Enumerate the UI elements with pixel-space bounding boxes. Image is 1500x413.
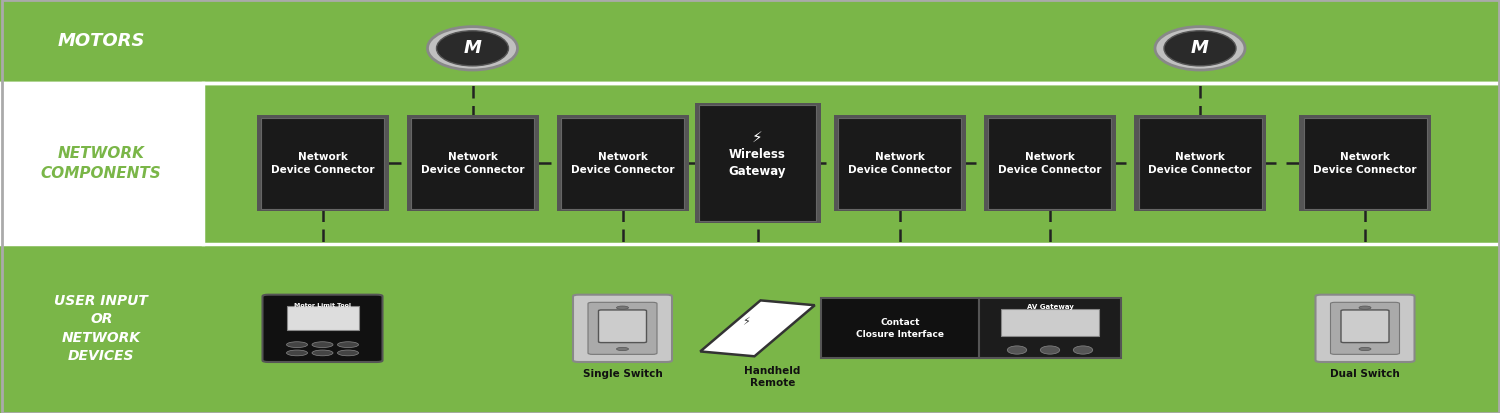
Circle shape	[1359, 347, 1371, 351]
Ellipse shape	[1074, 346, 1092, 354]
Text: Network
Device Connector: Network Device Connector	[849, 152, 951, 175]
Text: M: M	[1191, 39, 1209, 57]
FancyBboxPatch shape	[0, 83, 202, 244]
FancyBboxPatch shape	[984, 115, 1116, 211]
FancyBboxPatch shape	[202, 83, 1500, 244]
Circle shape	[286, 350, 308, 356]
Text: Single Switch: Single Switch	[582, 368, 663, 379]
FancyBboxPatch shape	[839, 118, 962, 209]
FancyBboxPatch shape	[1304, 118, 1426, 209]
Ellipse shape	[1041, 346, 1059, 354]
FancyBboxPatch shape	[1299, 115, 1431, 211]
Ellipse shape	[1155, 26, 1245, 70]
FancyBboxPatch shape	[411, 118, 534, 209]
Ellipse shape	[1007, 346, 1026, 354]
Circle shape	[338, 342, 358, 348]
Polygon shape	[700, 300, 814, 356]
FancyBboxPatch shape	[286, 306, 358, 330]
FancyBboxPatch shape	[822, 298, 978, 358]
FancyBboxPatch shape	[699, 105, 816, 221]
Circle shape	[338, 350, 358, 356]
FancyBboxPatch shape	[834, 115, 966, 211]
Circle shape	[616, 306, 628, 309]
FancyBboxPatch shape	[1134, 115, 1266, 211]
Circle shape	[616, 347, 628, 351]
Ellipse shape	[436, 31, 508, 66]
Text: Dual Switch: Dual Switch	[1330, 368, 1400, 379]
FancyBboxPatch shape	[988, 118, 1112, 209]
Text: Network
Device Connector: Network Device Connector	[1149, 152, 1251, 175]
Circle shape	[312, 350, 333, 356]
FancyBboxPatch shape	[598, 310, 646, 343]
Text: USER INPUT
OR
NETWORK
DEVICES: USER INPUT OR NETWORK DEVICES	[54, 294, 148, 363]
FancyBboxPatch shape	[1002, 309, 1098, 336]
FancyBboxPatch shape	[556, 115, 688, 211]
FancyBboxPatch shape	[1316, 295, 1414, 362]
Text: Network
Device Connector: Network Device Connector	[1314, 152, 1416, 175]
FancyBboxPatch shape	[1341, 310, 1389, 343]
Text: ⚡: ⚡	[752, 130, 764, 145]
FancyBboxPatch shape	[262, 295, 382, 362]
FancyBboxPatch shape	[256, 115, 388, 211]
Text: Network
Device Connector: Network Device Connector	[420, 152, 525, 175]
Ellipse shape	[427, 26, 518, 70]
Text: NETWORK
COMPONENTS: NETWORK COMPONENTS	[40, 146, 162, 180]
Text: M: M	[464, 39, 482, 57]
FancyBboxPatch shape	[588, 302, 657, 354]
Text: Contact
Closure Interface: Contact Closure Interface	[856, 318, 944, 339]
Text: Network
Device Connector: Network Device Connector	[270, 152, 375, 175]
Text: ⚡: ⚡	[741, 317, 750, 327]
Text: Network
Device Connector: Network Device Connector	[999, 152, 1101, 175]
FancyBboxPatch shape	[694, 103, 820, 223]
FancyBboxPatch shape	[561, 118, 684, 209]
Text: AV Gateway: AV Gateway	[1026, 304, 1074, 310]
FancyBboxPatch shape	[0, 0, 1500, 83]
Text: Network
Device Connector: Network Device Connector	[570, 152, 675, 175]
Text: Motor Limit Tool: Motor Limit Tool	[294, 302, 351, 308]
Circle shape	[1359, 306, 1371, 309]
Text: Handheld
Remote: Handheld Remote	[744, 366, 801, 388]
FancyBboxPatch shape	[261, 118, 384, 209]
FancyBboxPatch shape	[406, 115, 538, 211]
Circle shape	[286, 342, 308, 348]
FancyBboxPatch shape	[1330, 302, 1400, 354]
FancyBboxPatch shape	[0, 244, 1500, 413]
FancyBboxPatch shape	[573, 295, 672, 362]
Text: Wireless
Gateway: Wireless Gateway	[729, 148, 786, 178]
Ellipse shape	[1164, 31, 1236, 66]
Text: MOTORS: MOTORS	[57, 32, 146, 50]
FancyBboxPatch shape	[1138, 118, 1262, 209]
FancyBboxPatch shape	[978, 298, 1120, 358]
Circle shape	[312, 342, 333, 348]
